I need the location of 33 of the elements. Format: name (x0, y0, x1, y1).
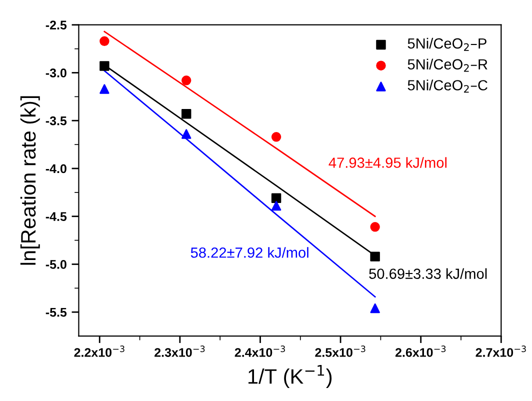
legend-label: 5Ni/CeO$_{2}$–C (408, 80, 488, 93)
y-tick-label: -5.5 (46, 308, 67, 317)
y-tick-label: -3.5 (46, 116, 67, 126)
x-tick-label: 2.6x10$^{−3}$ (395, 346, 446, 357)
y-tick-label: -4.0 (46, 164, 66, 174)
x-axis-title: 1/T (K$^{−1}$) (248, 365, 332, 388)
y-axis-title: ln[Reation rate (k)] (20, 96, 40, 265)
point (271, 132, 282, 142)
annotation: 58.22±7.92 kJ/mol (190, 247, 308, 258)
point (100, 36, 110, 46)
point (271, 193, 282, 204)
legend-label: 5Ni/CeO$_{2}$–R (408, 58, 488, 72)
point (271, 200, 282, 211)
x-tick-label: 2.4x10$^{−3}$ (234, 346, 285, 357)
x-tick-label: 2.7x10$^{−3}$ (476, 346, 526, 357)
x-tick-label: 2.2x10$^{−3}$ (74, 346, 124, 357)
point (181, 76, 192, 86)
x-tick-label: 2.3x10$^{−3}$ (154, 346, 205, 357)
y-tick-label: -3.0 (46, 68, 66, 78)
y-tick-label: -2.5 (46, 20, 67, 30)
legend-label: 5Ni/CeO$_{2}$–P (408, 38, 486, 51)
point (370, 222, 380, 232)
point (370, 303, 380, 314)
annotation: 50.69±3.33 kJ/mol (369, 268, 487, 279)
annotation: 47.93±4.95 kJ/mol (328, 157, 446, 168)
x-tick-label: 2.5x10$^{−3}$ (315, 346, 366, 357)
y-tick-label: -5.0 (46, 260, 66, 269)
point (181, 109, 192, 119)
point (181, 129, 192, 139)
point (100, 61, 110, 71)
point (370, 252, 380, 262)
y-tick-label: -4.5 (46, 212, 67, 222)
point (100, 84, 110, 94)
